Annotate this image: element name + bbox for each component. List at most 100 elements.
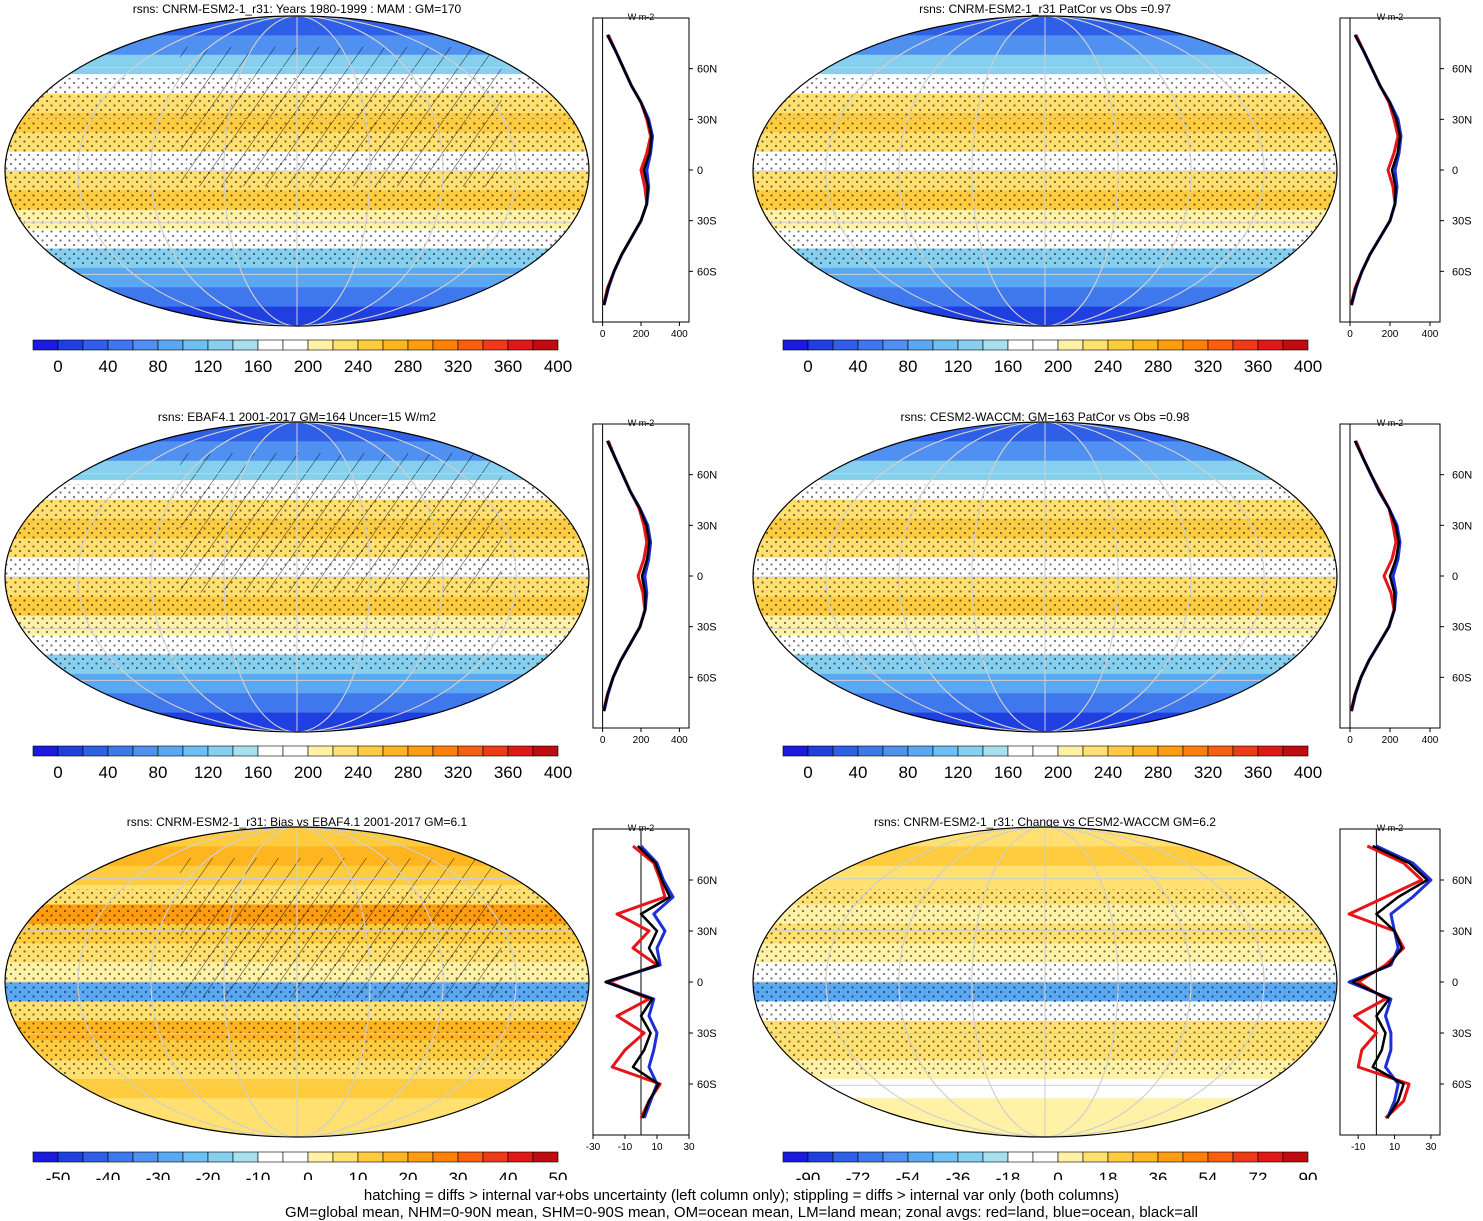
map-3 xyxy=(5,422,589,732)
colorbar-swatch xyxy=(1282,339,1309,351)
profile-ytick-label: 60S xyxy=(697,266,717,278)
profile-unit-label: W m-2 xyxy=(628,12,655,22)
map-4 xyxy=(753,422,1337,732)
colorbar-swatch xyxy=(57,339,84,351)
panel-title-6: rsns: CNRM-ESM2-1_r31: Change vs CESM2-W… xyxy=(874,815,1216,829)
profile-line-all xyxy=(602,34,653,306)
colorbar-swatch xyxy=(782,1151,809,1163)
colorbar-tick-label: 240 xyxy=(344,357,372,376)
profile-xtick-label: 400 xyxy=(1422,735,1439,746)
colorbar-swatch xyxy=(282,1151,309,1163)
colorbar-tick-label: 80 xyxy=(149,357,168,376)
colorbar-swatch xyxy=(782,745,809,757)
profile-ytick-label: 30N xyxy=(697,114,717,126)
colorbar-swatch xyxy=(257,339,284,351)
profile-ytick-label: 60S xyxy=(1452,672,1472,684)
profile-xtick-label: 10 xyxy=(651,1142,663,1153)
colorbar-swatch xyxy=(432,1151,459,1163)
colorbar-tick-label: 240 xyxy=(1094,763,1122,782)
colorbar-tick-label: 360 xyxy=(494,357,522,376)
colorbar-swatch xyxy=(907,1151,934,1163)
colorbar-swatch xyxy=(1082,745,1109,757)
profile-xtick-label: -30 xyxy=(586,1142,601,1153)
colorbar-tick-label: 18 xyxy=(1099,1169,1118,1180)
colorbar-tick-label: -20 xyxy=(196,1169,221,1180)
profile-unit-label: W m-2 xyxy=(628,418,655,428)
colorbar-swatch xyxy=(107,339,134,351)
colorbar-tick-label: 280 xyxy=(394,357,422,376)
colorbar-swatch xyxy=(457,339,484,351)
colorbar-swatch xyxy=(1107,339,1134,351)
zonal-profile-1: W m-2 0 200 400 60N 30N 0 30S 60S xyxy=(592,12,717,340)
colorbar-tick-label: -10 xyxy=(246,1169,271,1180)
colorbar-swatch xyxy=(107,745,134,757)
colorbar-swatch xyxy=(132,1151,159,1163)
graticule-meridian xyxy=(150,16,444,326)
profile-ytick-label: 60N xyxy=(1452,470,1472,482)
colorbar-tick-label: 320 xyxy=(1194,357,1222,376)
colorbar-tick-label: -50 xyxy=(46,1169,71,1180)
map-outline xyxy=(4,421,590,733)
profile-xtick-label: 400 xyxy=(671,735,688,746)
colorbar-tick-label: 160 xyxy=(994,763,1022,782)
profile-unit-label: W m-2 xyxy=(628,823,655,833)
colorbar-swatch xyxy=(832,339,859,351)
graticule-meridian xyxy=(77,16,517,326)
profile-ytick-label: 30N xyxy=(697,926,717,938)
colorbar-swatch xyxy=(307,1151,334,1163)
profile-unit-label: W m-2 xyxy=(1377,823,1404,833)
graticule-meridian xyxy=(77,422,517,732)
colorbar-tick-label: 160 xyxy=(244,357,272,376)
colorbar-swatch xyxy=(182,745,209,757)
map-outline xyxy=(4,15,590,327)
colorbar-swatch xyxy=(432,745,459,757)
colorbar-swatch xyxy=(1257,745,1284,757)
colorbar-swatch xyxy=(132,339,159,351)
colorbar-swatch xyxy=(1057,745,1084,757)
colorbar-tick-label: -18 xyxy=(996,1169,1021,1180)
colorbar-tick-label: 120 xyxy=(944,763,972,782)
profile-ytick-label: 60S xyxy=(697,672,717,684)
colorbar-swatch xyxy=(1082,1151,1109,1163)
colorbar-swatch xyxy=(332,745,359,757)
panel-title-3: rsns: EBAF4.1 2001-2017 GM=164 Uncer=15 … xyxy=(157,410,437,424)
map-outline xyxy=(4,826,590,1138)
colorbar-tick-label: 120 xyxy=(194,763,222,782)
profile-ytick-label: 0 xyxy=(697,977,703,989)
colorbar-swatch xyxy=(407,745,434,757)
colorbar-swatch xyxy=(1032,1151,1059,1163)
colorbar-tick-label: 200 xyxy=(1044,763,1072,782)
colorbar-swatch xyxy=(382,339,409,351)
colorbar-tick-label: -30 xyxy=(146,1169,171,1180)
colorbar-swatch xyxy=(907,745,934,757)
profile-ytick-label: 60S xyxy=(1452,266,1472,278)
colorbar-swatch xyxy=(932,1151,959,1163)
colorbar-tick-label: 280 xyxy=(394,763,422,782)
colorbar-swatch xyxy=(407,1151,434,1163)
colorbar-tick-label: 90 xyxy=(1299,1169,1318,1180)
colorbar-swatch xyxy=(907,339,934,351)
colorbar-tick-label: 360 xyxy=(1244,357,1272,376)
profile-line-land xyxy=(1347,844,1424,1120)
colorbar-tick-label: 360 xyxy=(494,763,522,782)
colorbar-swatch xyxy=(332,339,359,351)
colorbar-tick-label: 40 xyxy=(849,763,868,782)
colorbar-tick-label: 320 xyxy=(444,357,472,376)
colorbar-tick-label: 400 xyxy=(544,763,572,782)
map-outline xyxy=(752,421,1338,733)
colorbar-swatch xyxy=(1107,1151,1134,1163)
profile-ytick-label: 60S xyxy=(697,1079,717,1091)
panel-title-1: rsns: CNRM-ESM2-1_r31: Years 1980-1999 :… xyxy=(132,2,462,16)
colorbar-swatch xyxy=(857,339,884,351)
colorbar-swatch xyxy=(232,339,259,351)
colorbar-swatch xyxy=(882,339,909,351)
graticule-meridian xyxy=(971,16,1119,326)
profile-line-ocean xyxy=(1350,440,1402,712)
colorbar-tick-label: 40 xyxy=(499,1169,518,1180)
profile-ytick-label: 30S xyxy=(1452,216,1472,228)
graticule-meridian xyxy=(825,827,1265,1137)
colorbar-tick-label: 0 xyxy=(53,763,62,782)
graticule-meridian xyxy=(898,422,1192,732)
colorbar-tick-label: 80 xyxy=(149,763,168,782)
colorbar-swatch xyxy=(432,339,459,351)
